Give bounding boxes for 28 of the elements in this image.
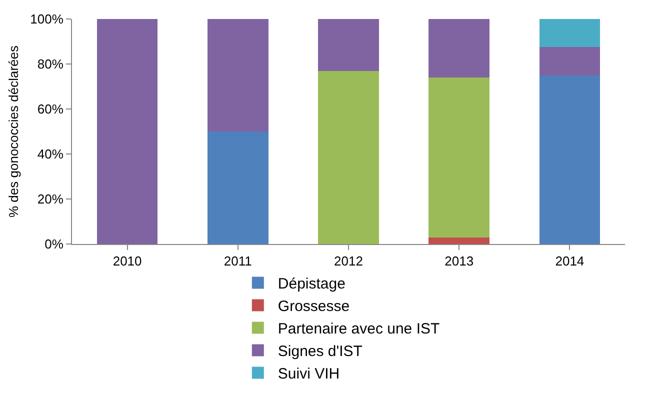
y-tick-label: 40% [37, 146, 64, 162]
y-tick-label: 20% [37, 192, 64, 207]
x-tick-label: 2011 [224, 254, 252, 269]
bar [539, 47, 600, 76]
bar [539, 19, 600, 48]
legend-label: Dépistage [278, 276, 346, 293]
bar [428, 237, 490, 244]
bar [318, 19, 379, 71]
bar [428, 78, 490, 238]
x-tick-label: 2014 [555, 254, 584, 269]
x-tick-label: 2012 [334, 254, 363, 269]
x-tick-label: 2013 [444, 254, 474, 269]
bar [207, 132, 268, 244]
legend-label: Grossesse [278, 298, 350, 316]
bar [318, 70, 379, 244]
bar [96, 19, 158, 244]
x-tick-label: 2010 [112, 254, 142, 269]
legend-label: Suivi VIH [278, 366, 340, 383]
y-axis-title: % des gonococcies déclarées [6, 45, 22, 218]
y-tick-label: 100% [30, 12, 64, 27]
bar [207, 19, 268, 132]
legend-label: Partenaire avec une IST [278, 320, 440, 338]
y-tick-label: 0% [44, 236, 64, 252]
legend-label: Signes d'IST [278, 343, 362, 360]
bar [428, 19, 490, 78]
y-tick-label: 60% [37, 102, 64, 117]
y-tick-label: 80% [37, 56, 64, 72]
bar [539, 75, 600, 244]
